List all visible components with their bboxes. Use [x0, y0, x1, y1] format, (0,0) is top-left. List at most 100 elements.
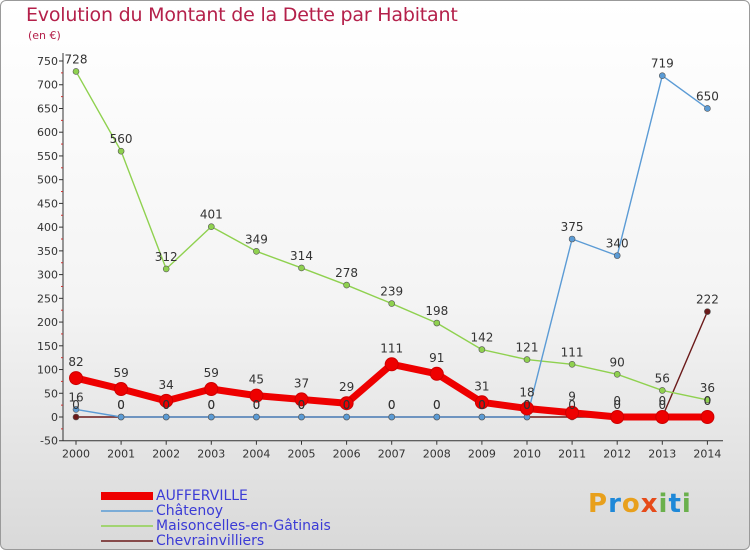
- data-label: 239: [380, 285, 403, 299]
- x-tick-label: 2008: [423, 448, 451, 461]
- data-label: 0: [658, 398, 666, 412]
- x-tick-label: 2005: [288, 448, 316, 461]
- data-point: [162, 265, 170, 273]
- x-tick-label: 2012: [603, 448, 631, 461]
- data-label: 0: [298, 398, 306, 412]
- data-point: [655, 410, 670, 424]
- data-label: 59: [204, 366, 219, 380]
- y-tick-label: 700: [37, 79, 58, 92]
- x-tick-label: 2013: [648, 448, 676, 461]
- y-tick-label: 200: [37, 316, 58, 329]
- y-tick-label: 750: [37, 55, 58, 68]
- y-tick-label: 250: [37, 292, 58, 305]
- chart-subtitle: (en €): [28, 29, 61, 42]
- data-label: 0: [433, 398, 441, 412]
- data-point: [704, 308, 711, 315]
- data-point: [565, 405, 580, 420]
- data-point: [474, 395, 489, 410]
- data-label: 9: [568, 390, 576, 404]
- data-point: [613, 252, 621, 259]
- data-label: 142: [470, 331, 493, 345]
- y-tick-label: 500: [37, 174, 58, 187]
- data-point: [72, 68, 80, 75]
- data-label: 0: [117, 398, 125, 412]
- data-point: [384, 357, 399, 372]
- y-tick-label: 50: [44, 387, 58, 400]
- data-label: 18: [519, 385, 534, 399]
- data-label: 31: [474, 379, 489, 393]
- x-tick-label: 2000: [62, 448, 90, 461]
- data-label: 59: [113, 366, 128, 380]
- data-label: 0: [253, 398, 261, 412]
- data-point: [429, 366, 444, 381]
- data-point: [520, 401, 534, 416]
- data-label: 82: [68, 355, 83, 369]
- data-label: 278: [335, 266, 358, 280]
- data-label: 340: [606, 237, 629, 251]
- data-label: 111: [561, 345, 584, 359]
- data-point: [433, 319, 441, 327]
- data-label: 0: [433, 398, 441, 412]
- proxiti-logo: Proxiti: [588, 489, 692, 519]
- data-label: 719: [651, 57, 674, 71]
- x-tick-label: 2006: [333, 448, 361, 461]
- data-point: [704, 396, 711, 404]
- y-tick-label: 300: [37, 269, 58, 282]
- y-tick-label: 150: [37, 340, 58, 353]
- data-label: 349: [245, 232, 268, 246]
- data-label: 0: [478, 398, 486, 412]
- data-label: 0: [478, 398, 486, 412]
- data-label: 0: [162, 398, 170, 412]
- data-point: [568, 361, 576, 368]
- data-point: [339, 396, 354, 411]
- data-point: [478, 346, 486, 353]
- data-label: 0: [117, 398, 125, 412]
- data-label: 0: [343, 398, 351, 412]
- data-label: 37: [294, 376, 309, 390]
- data-label: 650: [696, 89, 719, 103]
- data-point: [162, 413, 170, 421]
- legend-label-maisoncelles: Maisoncelles-en-Gâtinais: [156, 518, 331, 534]
- data-point: [114, 381, 129, 396]
- data-label: 0: [568, 398, 576, 412]
- data-label: 0: [162, 398, 170, 412]
- data-label: 0: [388, 398, 396, 412]
- y-tick-label: -50: [40, 435, 58, 448]
- data-label: 16: [68, 390, 83, 404]
- data-label: 198: [425, 304, 448, 318]
- y-tick-label: 550: [37, 150, 58, 163]
- data-point: [658, 72, 666, 80]
- data-label: 0: [613, 394, 621, 408]
- data-point: [117, 147, 125, 155]
- data-point: [658, 387, 666, 394]
- data-label: 375: [561, 220, 584, 234]
- data-label: 121: [516, 341, 539, 355]
- data-point: [298, 264, 305, 272]
- data-label: 56: [655, 371, 670, 385]
- x-tick-label: 2007: [378, 448, 406, 461]
- data-label: 90: [610, 355, 625, 369]
- data-point: [117, 413, 125, 421]
- data-point: [72, 413, 80, 421]
- data-point: [298, 413, 305, 421]
- data-label: 728: [65, 52, 88, 66]
- y-tick-label: 400: [37, 221, 58, 234]
- data-label: 222: [696, 293, 719, 307]
- x-tick-label: 2003: [197, 448, 225, 461]
- data-label: 0: [207, 398, 215, 412]
- y-tick-label: 650: [37, 102, 58, 115]
- data-point: [523, 356, 531, 363]
- data-point: [253, 248, 260, 255]
- y-tick-label: 450: [37, 197, 58, 210]
- data-label: 0: [658, 394, 666, 408]
- legend-label-aufferville: AUFFERVILLE: [156, 488, 248, 504]
- data-label: 312: [155, 250, 178, 264]
- y-tick-label: 100: [37, 364, 58, 377]
- legend-label-chevrainvilliers: Chevrainvilliers: [156, 533, 265, 549]
- data-label: 29: [339, 380, 354, 394]
- data-point: [208, 223, 215, 230]
- data-point: [208, 413, 215, 421]
- y-tick-label: 0: [51, 411, 58, 424]
- x-tick-label: 2001: [107, 448, 135, 461]
